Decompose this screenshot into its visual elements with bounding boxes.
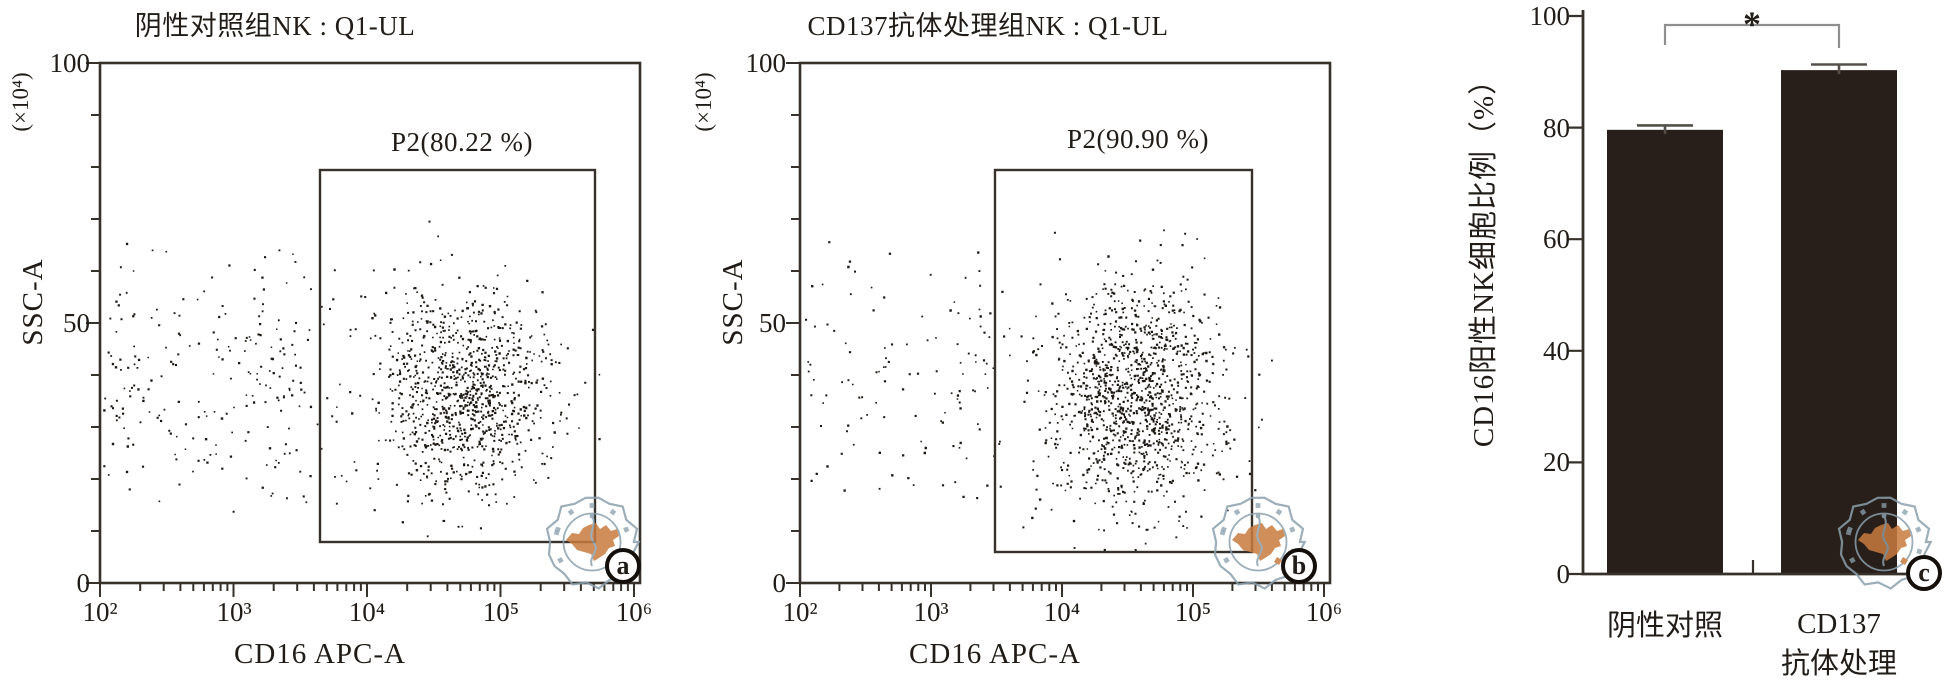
significance-bracket bbox=[1663, 23, 1841, 48]
panel-c-y-tick-100: 100 bbox=[1529, 1, 1571, 31]
axis-ticks-a bbox=[86, 62, 635, 597]
significance-star: * bbox=[1743, 4, 1761, 44]
bar-chart-ticks bbox=[1569, 14, 1755, 576]
panel-a-title: 阴性对照组NK : Q1-UL bbox=[134, 11, 416, 41]
panel-b-x-tick-1e4: 10⁴ bbox=[1043, 597, 1081, 627]
panel-b-x-tick-1e2: 10² bbox=[782, 597, 818, 627]
panel-a-x-tick-1e3: 10³ bbox=[216, 597, 252, 627]
panel-b-y-unit: (×10⁴) bbox=[691, 72, 716, 132]
panel-c-y-tick-40: 40 bbox=[1543, 336, 1570, 366]
panel-b-title: CD137抗体处理组NK : Q1-UL bbox=[807, 11, 1169, 41]
panel-a-y-tick-50: 50 bbox=[63, 308, 90, 338]
panel-b-y-axis-label: SSC-A bbox=[717, 258, 749, 346]
gate-rect-b bbox=[993, 168, 1254, 554]
panel-b-gate-label: P2(90.90 %) bbox=[1067, 124, 1209, 154]
panel-a-x-tick-1e2: 10² bbox=[82, 597, 118, 627]
panel-c-y-tick-20: 20 bbox=[1543, 447, 1570, 477]
panel-a-x-axis-label: CD16 APC-A bbox=[234, 638, 406, 670]
panel-c-y-tick-0: 0 bbox=[1556, 559, 1571, 589]
gate-rect-a bbox=[318, 168, 597, 544]
error-bar-0 bbox=[1637, 124, 1693, 134]
panel-a-x-tick-1e5: 10⁵ bbox=[482, 597, 520, 627]
panel-c-y-axis-label: CD16阳性NK细胞比例（%） bbox=[1468, 64, 1500, 448]
panel-a-x-tick-1e6: 10⁶ bbox=[615, 597, 653, 627]
bar-negative-control bbox=[1607, 129, 1723, 574]
panel-a-letter-badge: a bbox=[605, 548, 641, 584]
watermark-stamp bbox=[1211, 496, 1307, 590]
panel-a-y-tick-0: 0 bbox=[76, 568, 91, 598]
watermark-stamp bbox=[1837, 496, 1933, 590]
panel-b-x-tick-1e3: 10³ bbox=[913, 597, 949, 627]
bar-cd137-treated bbox=[1781, 70, 1897, 574]
bar-category-cd137-line1: CD137 bbox=[1797, 608, 1881, 640]
panel-a-gate-label: P2(80.22 %) bbox=[391, 127, 533, 157]
bar-category-negative-control: 阴性对照 bbox=[1606, 610, 1723, 642]
panel-c-y-tick-80: 80 bbox=[1543, 113, 1570, 143]
panel-a-x-tick-1e4: 10⁴ bbox=[348, 597, 386, 627]
axis-ticks-b bbox=[786, 62, 1325, 597]
error-bar-1 bbox=[1811, 63, 1867, 75]
scatter-points-a bbox=[103, 220, 601, 538]
panel-b-x-axis-label: CD16 APC-A bbox=[909, 638, 1081, 670]
scatter-points-b bbox=[805, 229, 1273, 552]
panel-b-y-tick-50: 50 bbox=[759, 308, 786, 338]
bar-category-cd137-line2: 抗体处理 bbox=[1780, 648, 1897, 680]
panel-c-letter-badge: c bbox=[1906, 555, 1942, 591]
panel-b-x-tick-1e5: 10⁵ bbox=[1174, 597, 1212, 627]
panel-c-y-tick-60: 60 bbox=[1543, 224, 1570, 254]
panel-b-letter-badge: b bbox=[1281, 548, 1317, 584]
panel-a-y-axis-label: SSC-A bbox=[17, 258, 49, 346]
panel-b-y-tick-0: 0 bbox=[772, 568, 787, 598]
panel-a-y-tick-100: 100 bbox=[49, 48, 91, 78]
panel-b-x-tick-1e6: 10⁶ bbox=[1305, 597, 1343, 627]
panel-b-y-tick-100: 100 bbox=[745, 48, 787, 78]
